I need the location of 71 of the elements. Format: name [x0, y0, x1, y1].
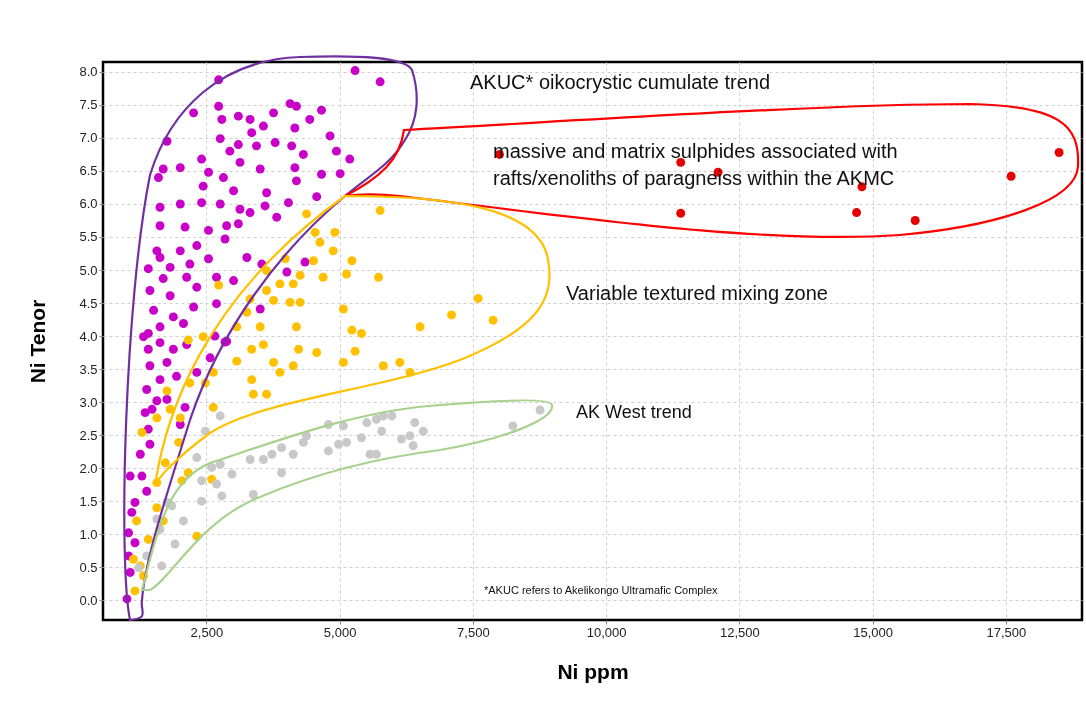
point	[910, 216, 920, 225]
point	[170, 539, 180, 549]
y-tick-label: 5.5	[79, 229, 98, 245]
y-tick-label: 1.0	[79, 526, 98, 542]
y-tick-label: 1.5	[79, 493, 98, 509]
y-tick-label: 7.0	[79, 130, 98, 146]
point	[508, 421, 518, 431]
annotation: AK West trend	[576, 402, 692, 422]
point	[323, 446, 333, 456]
point	[267, 449, 277, 459]
point	[1006, 171, 1016, 181]
point	[207, 462, 217, 472]
point	[179, 516, 188, 526]
y-tick-label: 6.5	[79, 163, 98, 179]
y-tick-label: 2.5	[79, 427, 98, 443]
y-tick-label: 0.0	[79, 592, 98, 608]
y-tick-label: 0.5	[79, 559, 98, 575]
point	[371, 414, 381, 424]
point	[1054, 148, 1064, 157]
point	[418, 426, 428, 436]
x-tick-label: 12,500	[719, 624, 760, 640]
x-tick-label: 5,000	[323, 624, 357, 640]
point	[215, 411, 225, 421]
point	[408, 441, 418, 451]
point	[288, 449, 298, 459]
point	[535, 405, 545, 415]
x-tick-label: 17,500	[986, 624, 1027, 640]
point	[157, 561, 167, 571]
point	[277, 468, 286, 478]
x-tick-label: 10,000	[586, 624, 627, 640]
point	[377, 426, 387, 436]
point	[357, 433, 366, 443]
point	[342, 437, 352, 447]
y-tick-label: 4.5	[79, 295, 98, 311]
x-tick-label: 7,500	[457, 624, 490, 640]
point	[277, 443, 286, 453]
y-tick-label: 7.5	[79, 97, 98, 113]
y-tick-label: 2.0	[79, 460, 98, 476]
x-tick-label: 15,000	[853, 624, 893, 640]
y-tick-label: 5.0	[79, 262, 98, 278]
x-axis-title: Ni ppm	[557, 659, 629, 683]
point	[338, 421, 348, 431]
point	[852, 208, 862, 218]
annotation: Variable textured mixing zone	[566, 282, 828, 304]
point	[676, 208, 686, 218]
point	[245, 455, 255, 464]
y-tick-label: 6.0	[79, 196, 98, 212]
point	[248, 490, 258, 499]
point	[387, 411, 397, 421]
annotation: *AKUC refers to Akelikongo Ultramafic Complex	[484, 584, 719, 596]
y-tick-label: 3.5	[79, 361, 98, 377]
point	[258, 455, 268, 464]
point	[217, 491, 227, 501]
y-tick-label: 3.0	[79, 394, 98, 410]
point	[212, 479, 221, 489]
y-tick-label: 8.0	[79, 64, 98, 80]
point	[396, 434, 406, 444]
point	[227, 469, 237, 479]
point	[362, 418, 372, 428]
point	[334, 439, 344, 449]
x-tick-label: 2,500	[190, 624, 224, 640]
point	[298, 437, 308, 447]
annotation: AKUC* oikocrystic cumulate trend	[470, 71, 771, 93]
y-axis-title: Ni Tenor	[26, 299, 50, 384]
point	[410, 418, 420, 428]
point	[197, 496, 207, 506]
y-tick-label: 4.0	[79, 328, 98, 344]
point	[405, 431, 415, 441]
annotation: massive and matrix sulphides associated with rafts/xenoliths of paragneiss within the AKMC	[493, 140, 898, 189]
point	[197, 476, 207, 486]
point	[192, 453, 202, 463]
